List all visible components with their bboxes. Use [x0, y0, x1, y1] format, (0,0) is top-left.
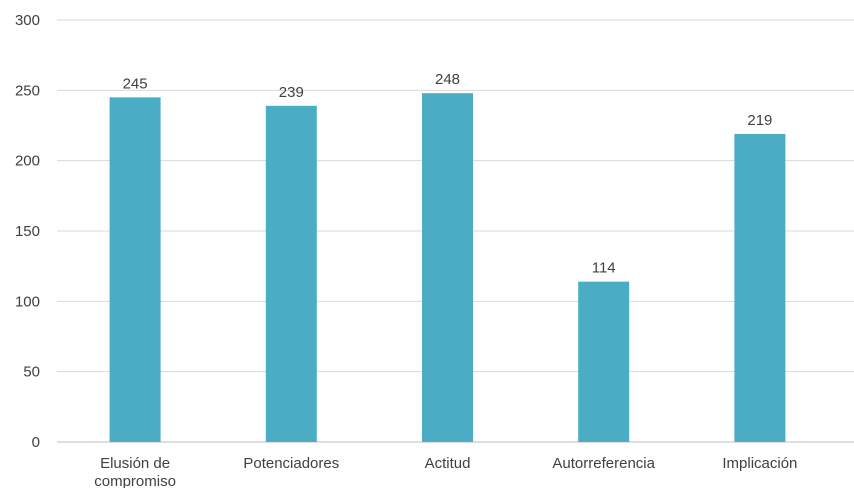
x-axis-categories: Elusión de compromiso Potenciadores Actitud… [94, 455, 797, 488]
data-label: 239 [279, 84, 304, 101]
bars [109, 93, 786, 442]
data-labels: 245 239 248 114 219 [123, 71, 773, 276]
bar [422, 93, 473, 442]
x-category-label: Autorreferencia [552, 455, 655, 472]
x-category-label: Actitud [425, 455, 471, 472]
data-label: 245 [123, 75, 148, 92]
x-category-label: Potenciadores [243, 455, 339, 472]
y-tick-label: 300 [15, 12, 40, 29]
bar [265, 105, 317, 442]
y-tick-label: 200 [15, 153, 40, 170]
y-tick-label: 150 [15, 223, 40, 240]
x-category-label: Elusión de compromiso [94, 455, 176, 488]
y-axis-ticks: 0 50 100 150 200 250 300 [15, 12, 40, 451]
y-tick-label: 250 [15, 82, 40, 99]
y-tick-label: 100 [15, 293, 40, 310]
bar [578, 281, 630, 442]
data-label: 114 [592, 260, 616, 277]
bar [734, 133, 786, 442]
y-tick-label: 50 [23, 364, 40, 381]
y-tick-label: 0 [32, 434, 40, 451]
x-category-label: Implicación [722, 455, 797, 472]
data-label: 219 [747, 112, 772, 129]
data-label: 248 [435, 71, 460, 88]
bar [109, 97, 161, 442]
